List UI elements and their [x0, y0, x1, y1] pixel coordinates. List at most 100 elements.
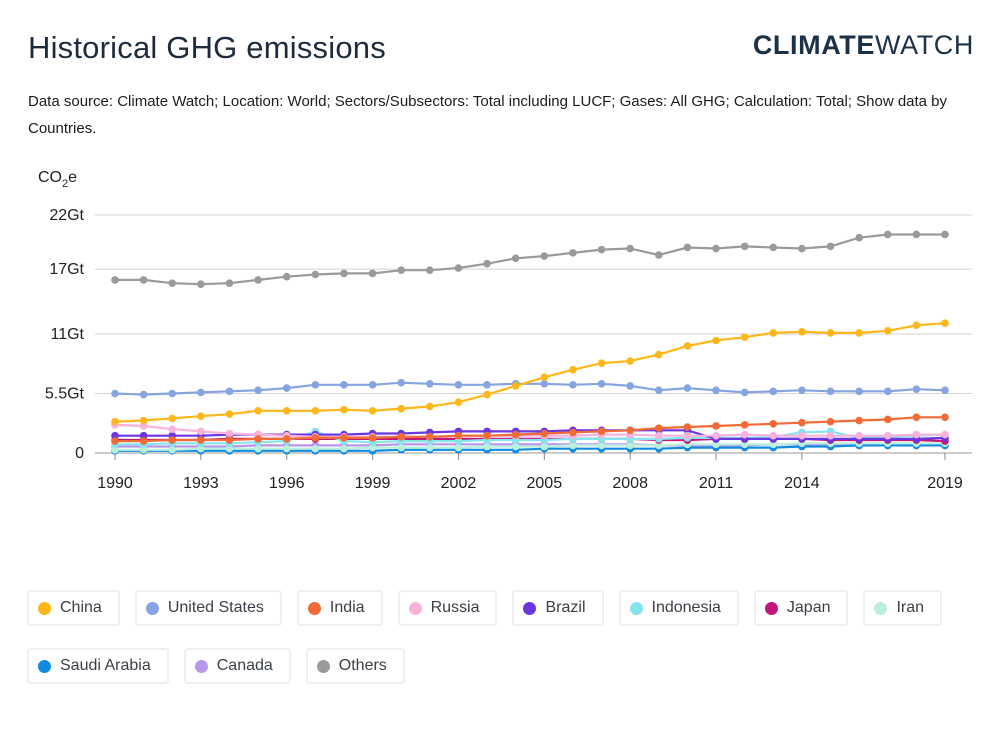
series-china	[111, 319, 949, 426]
x-tick-label-2002: 2002	[441, 475, 477, 492]
point-others-2019	[941, 230, 949, 239]
point-india-2008	[626, 426, 634, 435]
point-india-1994	[225, 436, 234, 444]
point-united-states-1992	[168, 389, 177, 398]
point-united-states-1990	[111, 389, 119, 398]
emissions-line-chart: CO2e 0 5.5Gt 11Gt 17Gt 22Gt 1990 1993 1996 1999…	[38, 169, 972, 492]
point-china-2018	[912, 321, 921, 330]
legend-label-india: India	[329, 599, 365, 616]
legend-label-saudi-arabia: Saudi Arabia	[60, 657, 151, 674]
point-russia-2016	[855, 431, 863, 440]
legend-item-indonesia[interactable]: Indonesia	[618, 590, 739, 626]
point-india-1996	[282, 435, 291, 443]
point-china-2007	[597, 359, 606, 368]
point-others-2000	[397, 266, 406, 274]
point-others-1993	[197, 280, 205, 289]
legend-row-1: China United States India Russia Brazil …	[27, 590, 977, 626]
grid-lines	[95, 214, 972, 454]
legend-item-iran[interactable]: Iran	[863, 590, 943, 626]
climatewatch-logo[interactable]: CLIMATEWATCH	[753, 30, 974, 61]
point-india-1999	[368, 434, 377, 442]
legend-item-japan[interactable]: Japan	[753, 590, 849, 626]
point-india-1993	[197, 436, 205, 444]
point-china-2001	[426, 402, 434, 411]
point-others-2015	[826, 242, 835, 251]
point-iran-2011	[712, 440, 720, 449]
point-india-1991	[139, 437, 148, 445]
point-iran-2001	[426, 443, 434, 452]
point-iran-2004	[511, 442, 520, 451]
point-iran-1993	[197, 444, 205, 453]
legend: China United States India Russia Brazil …	[27, 590, 977, 706]
point-united-states-2019	[941, 386, 949, 395]
point-others-2013	[769, 243, 778, 252]
point-india-2012	[740, 421, 749, 429]
point-others-2014	[798, 244, 806, 253]
point-india-2005	[540, 429, 549, 438]
point-united-states-2003	[483, 381, 491, 389]
legend-item-saudi-arabia[interactable]: Saudi Arabia	[27, 648, 169, 684]
point-iran-1995	[254, 444, 262, 453]
point-india-2018	[912, 413, 921, 422]
point-china-1995	[254, 407, 262, 415]
point-india-1992	[168, 436, 177, 444]
point-russia-2012	[740, 430, 749, 439]
point-russia-2018	[912, 430, 921, 439]
point-united-states-1997	[311, 381, 320, 389]
legend-label-russia: Russia	[430, 599, 480, 616]
legend-item-united-states[interactable]: United States	[134, 590, 282, 626]
point-russia-2011	[712, 431, 720, 440]
legend-label-others: Others	[338, 657, 387, 674]
legend-item-others[interactable]: Others	[305, 648, 405, 684]
point-united-states-1993	[197, 388, 205, 397]
legend-dot-united-states	[145, 601, 159, 615]
legend-label-brazil: Brazil	[545, 599, 586, 616]
point-united-states-2006	[569, 381, 577, 389]
legend-dot-japan	[764, 601, 778, 615]
point-china-1991	[139, 416, 148, 425]
data-source-text: Data source: Climate Watch; Location: Wo…	[28, 93, 948, 137]
point-india-1997	[311, 434, 320, 442]
point-china-1994	[225, 410, 234, 418]
point-russia-1991	[139, 422, 148, 430]
point-others-1999	[368, 269, 377, 278]
point-others-2002	[454, 264, 463, 272]
x-tick-label-2008: 2008	[612, 475, 648, 492]
point-india-1990	[111, 437, 119, 445]
point-india-1998	[340, 434, 348, 442]
point-india-2007	[597, 427, 606, 436]
point-others-1992	[168, 279, 177, 287]
point-united-states-2015	[826, 387, 835, 396]
legend-item-canada[interactable]: Canada	[183, 648, 291, 684]
point-united-states-2000	[397, 378, 406, 387]
point-indonesia-2002	[454, 437, 463, 445]
legend-item-china[interactable]: China	[27, 590, 120, 626]
x-tick-label-2005: 2005	[527, 475, 563, 492]
legend-item-brazil[interactable]: Brazil	[512, 590, 604, 626]
point-russia-2010	[683, 431, 692, 440]
point-china-1990	[111, 417, 119, 426]
point-united-states-1996	[282, 384, 291, 392]
point-russia-2017	[883, 431, 892, 440]
point-india-2019	[941, 413, 949, 422]
point-iran-1992	[168, 445, 177, 454]
series-line-russia	[114, 423, 945, 438]
point-china-1993	[197, 412, 205, 421]
x-tick-label-1993: 1993	[183, 475, 219, 492]
point-others-1995	[254, 276, 262, 284]
point-others-2001	[426, 266, 434, 274]
point-india-1995	[254, 435, 262, 443]
point-india-2010	[683, 423, 692, 431]
point-united-states-2009	[654, 386, 663, 395]
point-united-states-2013	[769, 387, 778, 396]
point-united-states-1994	[225, 387, 234, 396]
point-united-states-2001	[426, 379, 434, 388]
point-others-2004	[511, 254, 520, 263]
legend-item-india[interactable]: India	[296, 590, 383, 626]
x-tick-label-1990: 1990	[97, 475, 133, 492]
point-china-1992	[168, 414, 177, 423]
legend-dot-china	[38, 601, 51, 615]
point-china-2017	[883, 326, 892, 335]
point-china-2005	[540, 373, 549, 382]
legend-item-russia[interactable]: Russia	[397, 590, 498, 626]
